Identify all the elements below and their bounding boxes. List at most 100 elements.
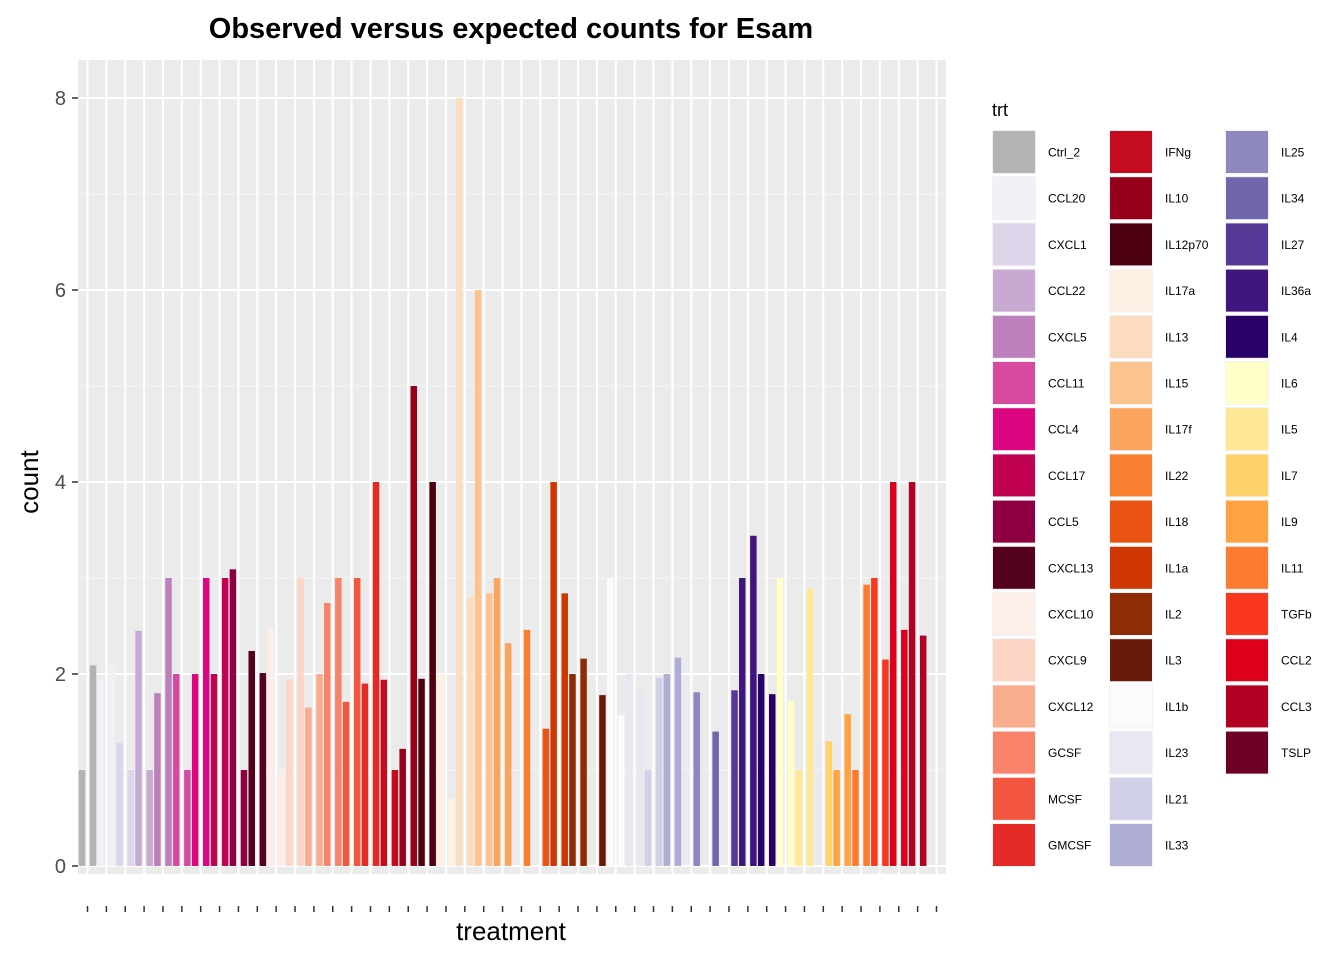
legend-label-IL4: IL4 bbox=[1281, 330, 1298, 344]
legend-swatch-Ctrl_2 bbox=[993, 131, 1035, 173]
legend-label-IL27: IL27 bbox=[1281, 238, 1305, 252]
bar-GMCSF-observed bbox=[361, 683, 369, 866]
legend-label-CXCL10: CXCL10 bbox=[1048, 608, 1094, 622]
bar-IL11-observed bbox=[852, 770, 859, 866]
legend-swatch-IL27 bbox=[1226, 223, 1268, 266]
legend-swatch-IL33 bbox=[1110, 824, 1152, 866]
bar-CCL11-observed bbox=[173, 674, 180, 866]
bar-IL12p70-observed bbox=[418, 678, 425, 866]
legend-swatch-IL3 bbox=[1110, 639, 1152, 682]
legend-swatch-IL22 bbox=[1110, 454, 1152, 497]
legend-swatch-IL10 bbox=[1110, 177, 1152, 220]
legend-title: trt bbox=[992, 100, 1008, 120]
legend-label-CCL3: CCL3 bbox=[1281, 700, 1312, 714]
legend-swatch-IL23 bbox=[1110, 731, 1152, 774]
legend-swatch-CCL4 bbox=[993, 408, 1035, 451]
bar-IL6-expected bbox=[787, 700, 795, 866]
bar-IL7-expected bbox=[825, 741, 833, 866]
legend-label-IFNg: IFNg bbox=[1165, 146, 1191, 160]
legend-swatch-GMCSF bbox=[993, 824, 1035, 866]
bar-IL13-observed bbox=[456, 98, 463, 866]
legend-swatch-CXCL12 bbox=[993, 685, 1035, 728]
bar-GCSF-observed bbox=[323, 602, 331, 866]
bar-TGFb-expected bbox=[882, 659, 889, 866]
bar-GCSF-expected bbox=[335, 578, 342, 866]
bar-IL36a-observed bbox=[739, 578, 746, 866]
legend-swatch-CCL22 bbox=[993, 269, 1035, 312]
bar-CXCL10-expected bbox=[278, 770, 285, 866]
bar-IL17a-expected bbox=[448, 798, 455, 866]
bar-IL34-expected bbox=[712, 731, 719, 866]
legend-label-IL1b: IL1b bbox=[1165, 700, 1189, 714]
bar-CCL22-observed bbox=[135, 630, 142, 866]
legend-swatch-CCL11 bbox=[993, 362, 1035, 404]
legend-swatch-IL12p70 bbox=[1110, 223, 1152, 266]
bar-IL9-expected bbox=[844, 714, 851, 866]
legend-swatch-IL5 bbox=[1226, 408, 1268, 451]
legend-swatch-IL6 bbox=[1226, 362, 1268, 404]
bar-IL36a-expected bbox=[750, 535, 757, 866]
y-tick-label: 0 bbox=[55, 856, 66, 878]
bar-CXCL9-expected bbox=[297, 578, 304, 866]
bar-CCL3-expected bbox=[919, 635, 927, 866]
bar-CCL17-expected bbox=[221, 578, 229, 866]
bar-Ctrl_2-expected bbox=[89, 665, 97, 866]
y-tick-label: 8 bbox=[55, 88, 66, 110]
legend-label-CXCL12: CXCL12 bbox=[1048, 700, 1094, 714]
legend-swatch-IL1a bbox=[1110, 546, 1152, 589]
legend-swatch-IL4 bbox=[1226, 315, 1268, 358]
bar-IL10-observed bbox=[399, 748, 406, 866]
bar-IL1a-observed bbox=[550, 482, 557, 866]
legend-swatch-GCSF bbox=[993, 731, 1035, 774]
legend-swatch-IFNg bbox=[1110, 131, 1152, 173]
legend-label-IL11: IL11 bbox=[1281, 561, 1304, 575]
legend-label-IL23: IL23 bbox=[1165, 746, 1189, 760]
legend-label-IL17f: IL17f bbox=[1165, 423, 1192, 437]
legend-label-CXCL13: CXCL13 bbox=[1048, 561, 1094, 575]
legend-swatch-IL1b bbox=[1110, 685, 1152, 728]
bar-IL1b-expected bbox=[618, 715, 625, 866]
legend-swatch-IL13 bbox=[1110, 315, 1152, 358]
bar-IL21-expected bbox=[655, 677, 663, 866]
legend-label-IL6: IL6 bbox=[1281, 377, 1298, 391]
legend-label-IL33: IL33 bbox=[1165, 839, 1189, 853]
legend-label-IL22: IL22 bbox=[1165, 469, 1189, 483]
bar-MCSF-observed bbox=[342, 701, 350, 866]
legend-swatch-IL34 bbox=[1226, 177, 1268, 220]
bar-IFNg-observed bbox=[380, 679, 388, 866]
bar-CXCL5-expected bbox=[165, 578, 172, 866]
legend-label-TGFb: TGFb bbox=[1281, 608, 1312, 622]
bar-IL5-observed bbox=[795, 770, 803, 866]
legend-label-CXCL5: CXCL5 bbox=[1048, 330, 1087, 344]
legend-label-IL17a: IL17a bbox=[1165, 284, 1195, 298]
bar-IL10-expected bbox=[410, 386, 418, 866]
bar-CCL11-expected bbox=[184, 770, 191, 866]
legend-label-IL2: IL2 bbox=[1165, 608, 1182, 622]
y-tick-label: 6 bbox=[55, 280, 66, 302]
bar-IL23-expected bbox=[636, 689, 644, 866]
x-axis bbox=[86, 906, 938, 912]
y-tick-label: 4 bbox=[55, 472, 66, 494]
bar-CCL4-expected bbox=[203, 578, 210, 866]
bar-IL3-expected bbox=[599, 695, 606, 866]
bar-CCL5-observed bbox=[229, 569, 237, 866]
legend-swatch-MCSF bbox=[993, 777, 1035, 820]
legend-label-GCSF: GCSF bbox=[1048, 746, 1081, 760]
legend-label-CXCL9: CXCL9 bbox=[1048, 654, 1087, 668]
bar-CXCL1-expected bbox=[127, 770, 135, 866]
bar-IL4-expected bbox=[769, 694, 776, 866]
legend-swatch-IL25 bbox=[1226, 131, 1268, 173]
bar-CCL17-observed bbox=[210, 674, 218, 866]
bar-CCL4-observed bbox=[191, 674, 199, 866]
bar-CXCL13-expected bbox=[259, 673, 267, 866]
bar-CCL3-observed bbox=[908, 482, 916, 866]
legend-label-IL12p70: IL12p70 bbox=[1165, 238, 1209, 252]
legend-swatch-CXCL5 bbox=[993, 315, 1035, 358]
bar-IL27-expected bbox=[731, 690, 738, 866]
legend-label-CCL20: CCL20 bbox=[1048, 192, 1086, 206]
legend-swatch-IL18 bbox=[1110, 500, 1152, 543]
bar-IL17f-expected bbox=[504, 643, 512, 866]
legend-label-IL18: IL18 bbox=[1165, 515, 1189, 529]
legend-swatch-CCL2 bbox=[1226, 639, 1268, 682]
legend-swatch-CCL3 bbox=[1226, 685, 1268, 728]
